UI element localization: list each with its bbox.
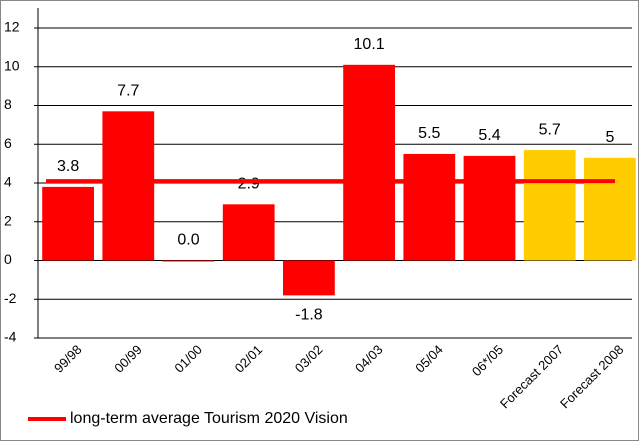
y-tick-label: -4 <box>4 329 17 345</box>
y-tick-label: 0 <box>4 251 12 267</box>
y-tick-label: 4 <box>4 174 12 190</box>
y-tick-label: 12 <box>4 19 20 35</box>
bar <box>42 186 94 261</box>
value-label: 5.4 <box>478 127 500 144</box>
bar <box>222 204 275 261</box>
bar <box>403 153 456 261</box>
value-label: 10.1 <box>354 36 385 53</box>
bar <box>162 260 215 262</box>
value-label: 7.7 <box>117 83 139 100</box>
value-label: 3.8 <box>57 158 79 175</box>
bar <box>463 155 516 261</box>
y-tick-label: -2 <box>4 290 17 306</box>
value-label: -1.8 <box>295 307 323 324</box>
y-tick-label: 8 <box>4 96 12 112</box>
legend-label: long-term average Tourism 2020 Vision <box>70 410 348 427</box>
value-label: 0.0 <box>177 232 199 249</box>
value-label: 5.5 <box>418 125 440 142</box>
y-tick-label: 6 <box>4 135 12 151</box>
bar <box>283 260 335 296</box>
bar <box>102 111 155 261</box>
value-label: 5 <box>605 129 614 146</box>
bar <box>523 150 576 261</box>
y-tick-label: 2 <box>4 212 12 228</box>
y-tick-label: 10 <box>4 57 20 73</box>
bar <box>584 157 636 261</box>
value-label: 2.9 <box>238 176 260 193</box>
value-label: 5.7 <box>539 121 561 138</box>
bar <box>343 64 395 261</box>
